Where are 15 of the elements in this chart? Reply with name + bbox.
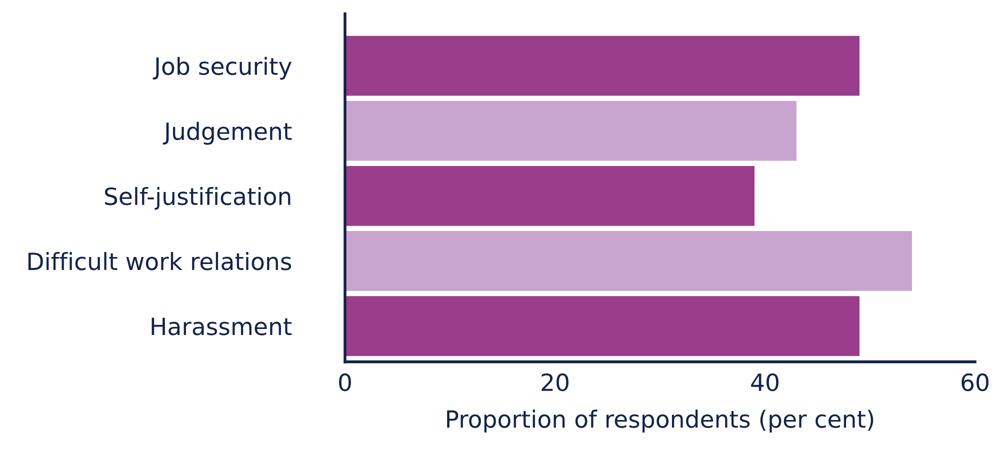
y-tick-label: Judgement	[162, 122, 292, 145]
x-tick-label: 0	[339, 373, 351, 392]
x-tick-label: 40	[751, 373, 778, 392]
bar	[345, 296, 860, 356]
bar	[345, 100, 796, 161]
y-tick-label: Harassment	[152, 318, 292, 336]
x-tick-label: 20	[542, 373, 568, 392]
bar	[345, 36, 860, 96]
bar	[345, 166, 754, 226]
bar	[345, 231, 912, 291]
x-axis-title: Proportion of respondents (per cent)	[447, 410, 874, 433]
y-tick-label: Difficult work relations	[28, 252, 292, 270]
y-tick-label: Job security	[152, 56, 292, 80]
x-tick-label: 60	[962, 373, 988, 392]
y-tick-label: Self-justification	[104, 186, 290, 210]
